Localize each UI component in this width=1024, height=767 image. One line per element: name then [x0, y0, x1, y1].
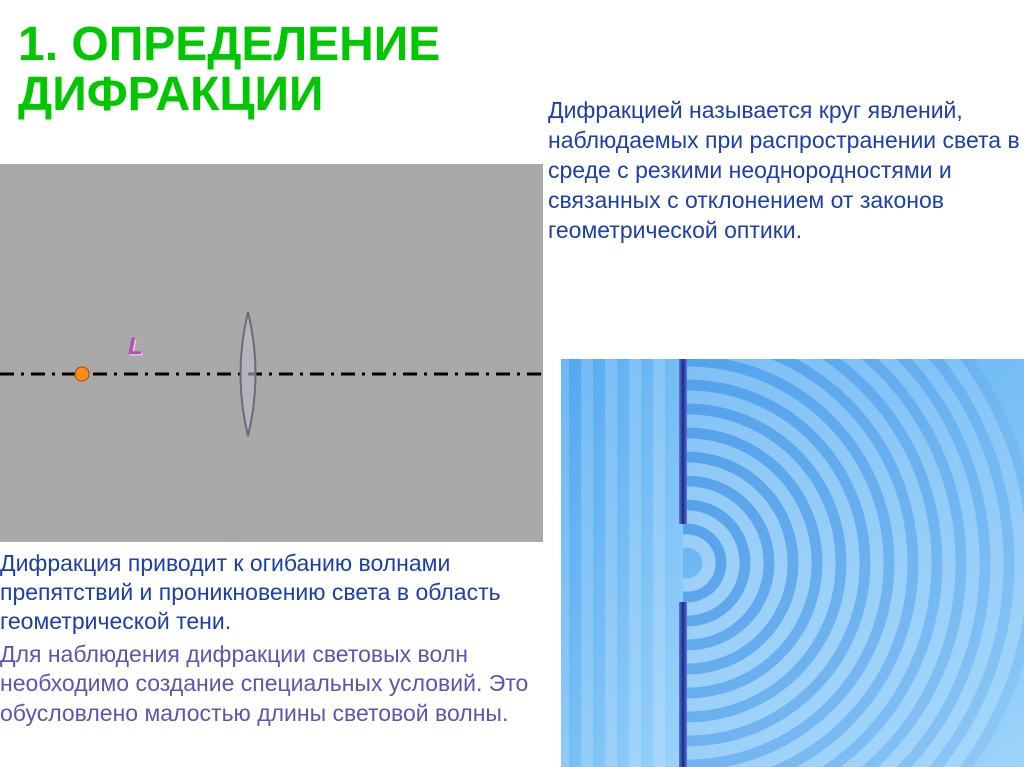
definition-text: Дифракцией называется круг явлений, набл… — [548, 96, 1024, 245]
caption-2: Для наблюдения дифракции световых волн н… — [0, 640, 540, 728]
lens-diagram: LL — [0, 164, 543, 542]
slide-title: 1. Определение дифракции — [18, 20, 440, 121]
title-line-2: дифракции — [18, 68, 323, 121]
svg-text:L: L — [128, 333, 143, 360]
lens-diagram-svg: LL — [0, 164, 543, 542]
wave-diffraction-svg — [561, 359, 1024, 767]
wave-diffraction-image — [561, 359, 1024, 767]
title-line-1: 1. Определение — [18, 18, 440, 71]
caption-1: Дифракция приводит к огибанию волнами пр… — [0, 549, 540, 635]
